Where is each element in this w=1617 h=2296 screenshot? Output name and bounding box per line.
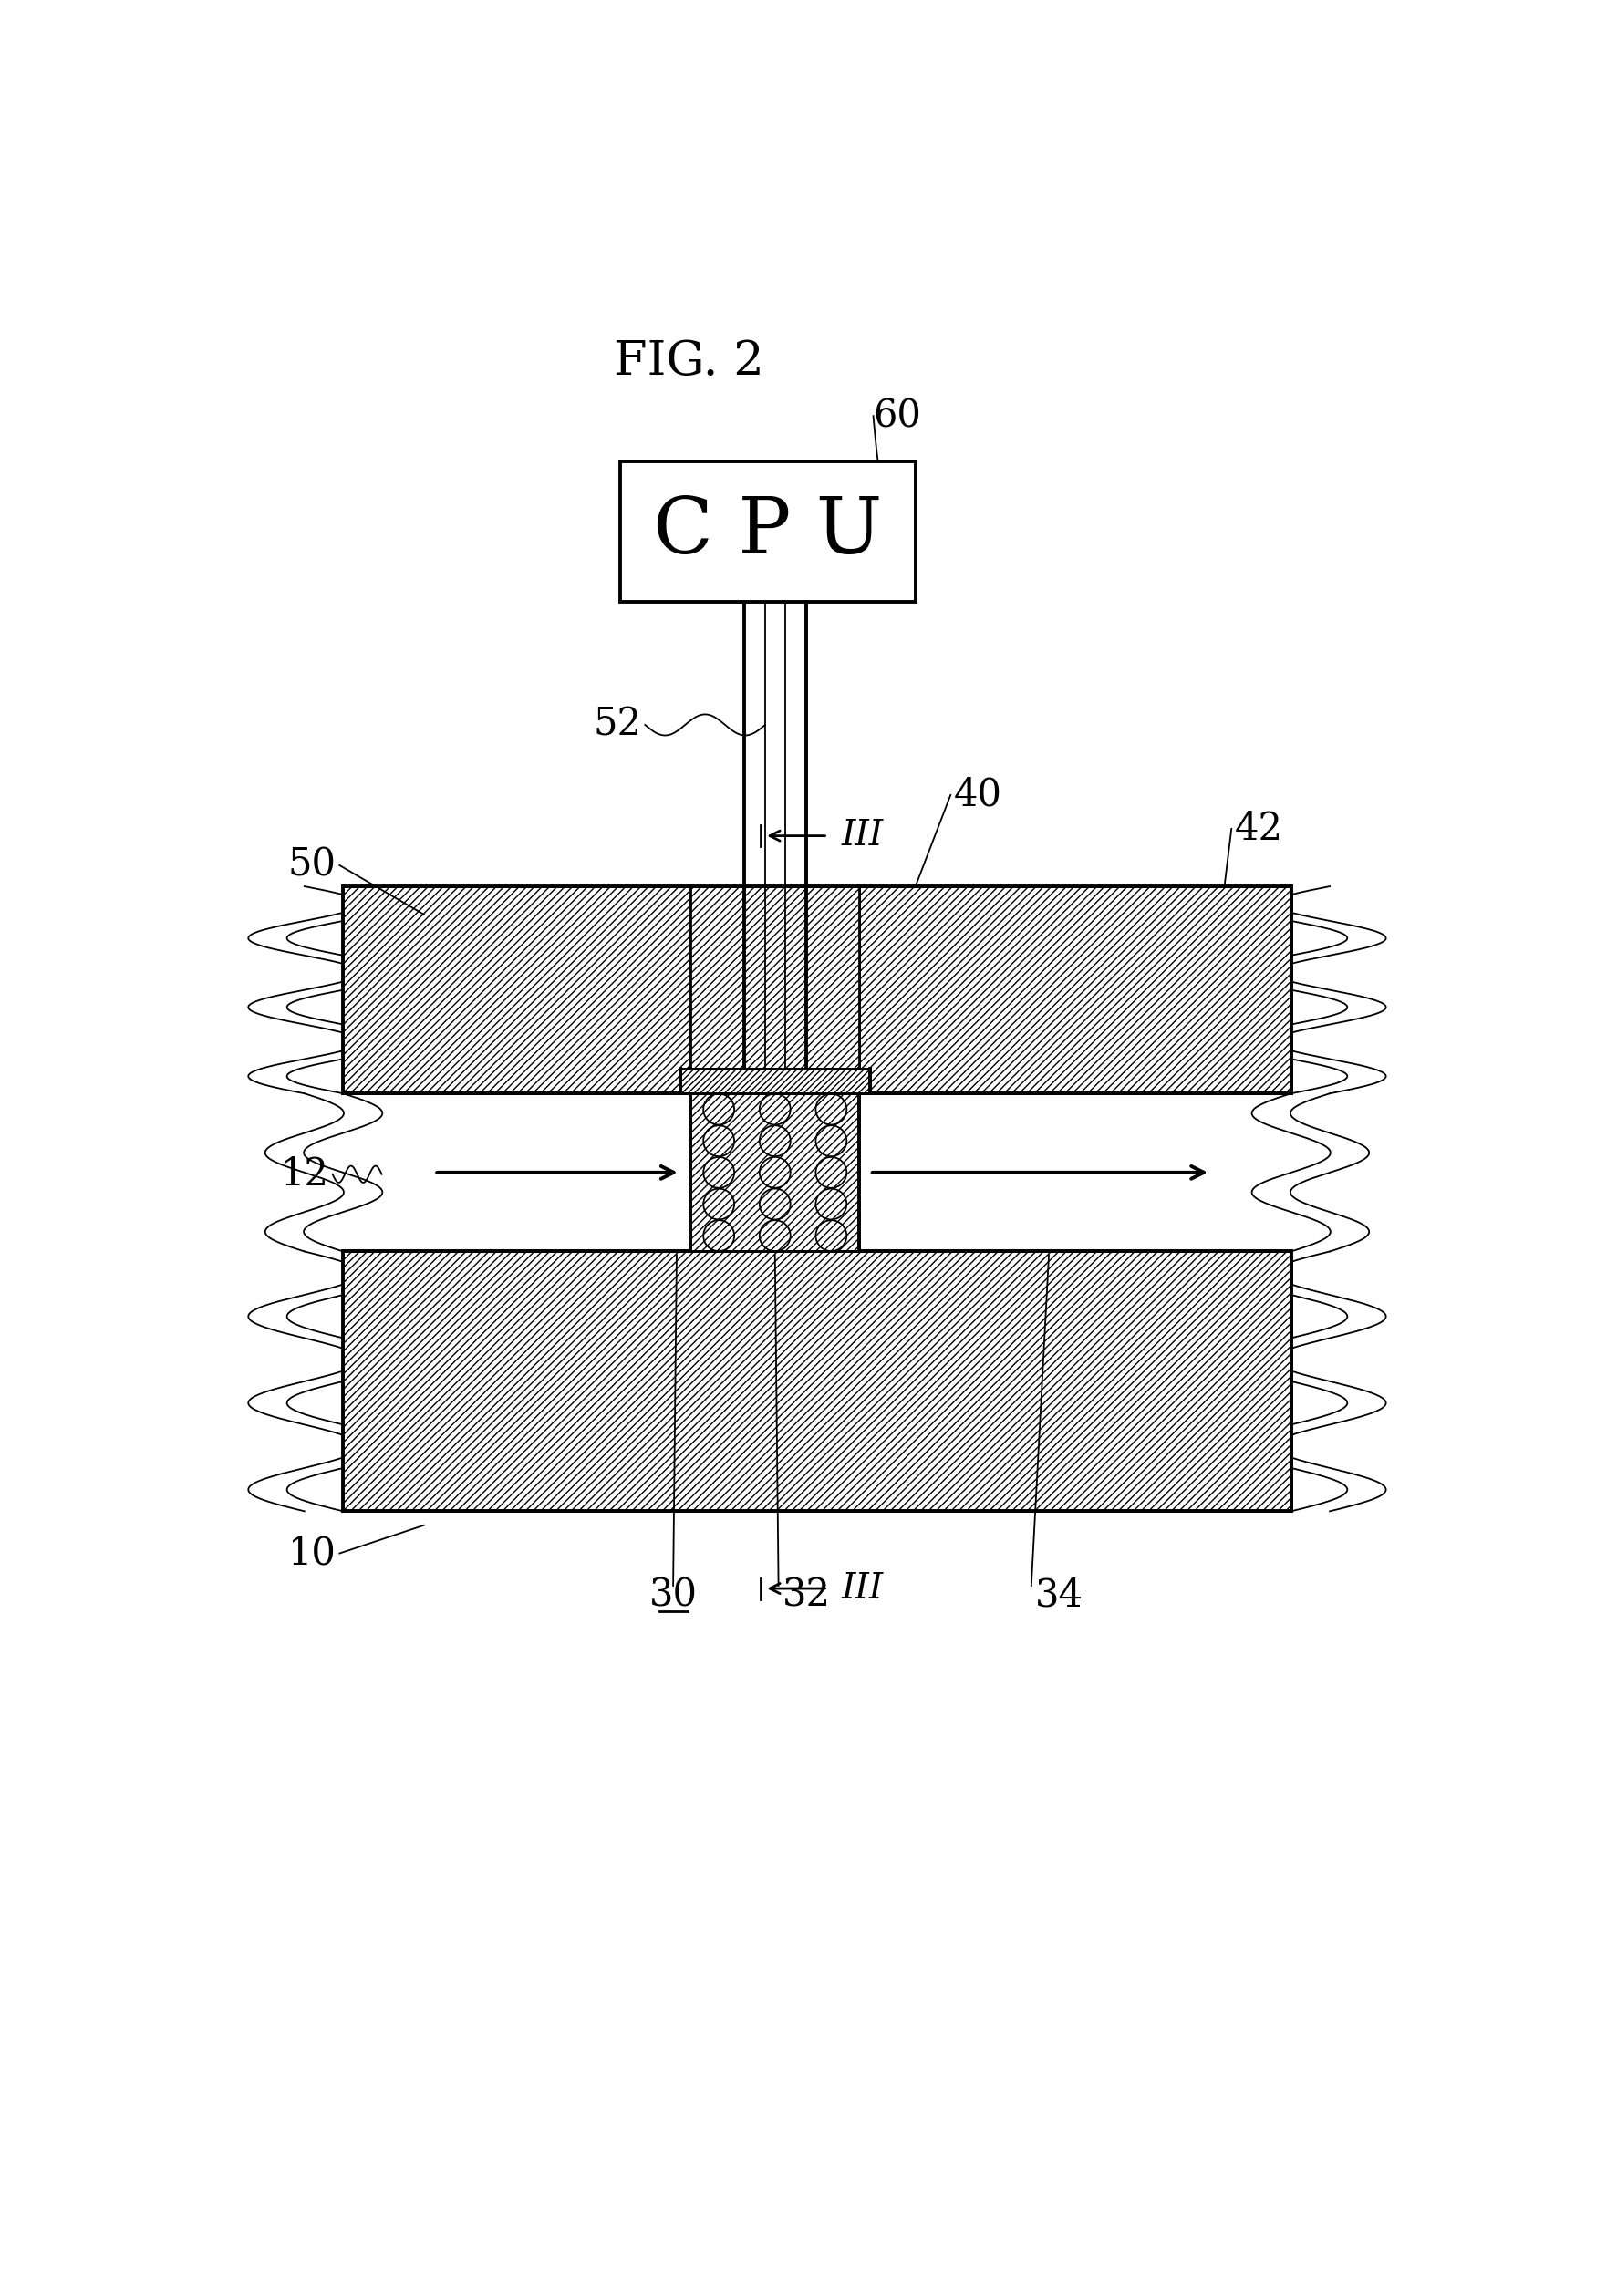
Text: 60: 60 xyxy=(873,397,922,434)
Text: III: III xyxy=(842,820,884,852)
Bar xyxy=(690,886,859,1093)
Bar xyxy=(343,886,690,1093)
Bar xyxy=(859,886,1290,1093)
Text: C P U: C P U xyxy=(653,494,883,569)
Text: 10: 10 xyxy=(288,1534,336,1573)
Text: 42: 42 xyxy=(1235,810,1284,847)
Text: 50: 50 xyxy=(288,847,336,884)
Text: III: III xyxy=(842,1570,884,1605)
Bar xyxy=(690,1093,859,1251)
Text: 40: 40 xyxy=(954,776,1003,815)
Text: 30: 30 xyxy=(648,1577,697,1614)
Text: 32: 32 xyxy=(783,1577,831,1614)
Bar xyxy=(681,1070,870,1093)
Text: FIG. 2: FIG. 2 xyxy=(613,340,763,386)
Bar xyxy=(621,461,915,602)
Text: 12: 12 xyxy=(281,1155,330,1194)
Text: 34: 34 xyxy=(1035,1577,1083,1614)
Bar xyxy=(343,1251,1290,1511)
Text: 52: 52 xyxy=(593,705,642,744)
